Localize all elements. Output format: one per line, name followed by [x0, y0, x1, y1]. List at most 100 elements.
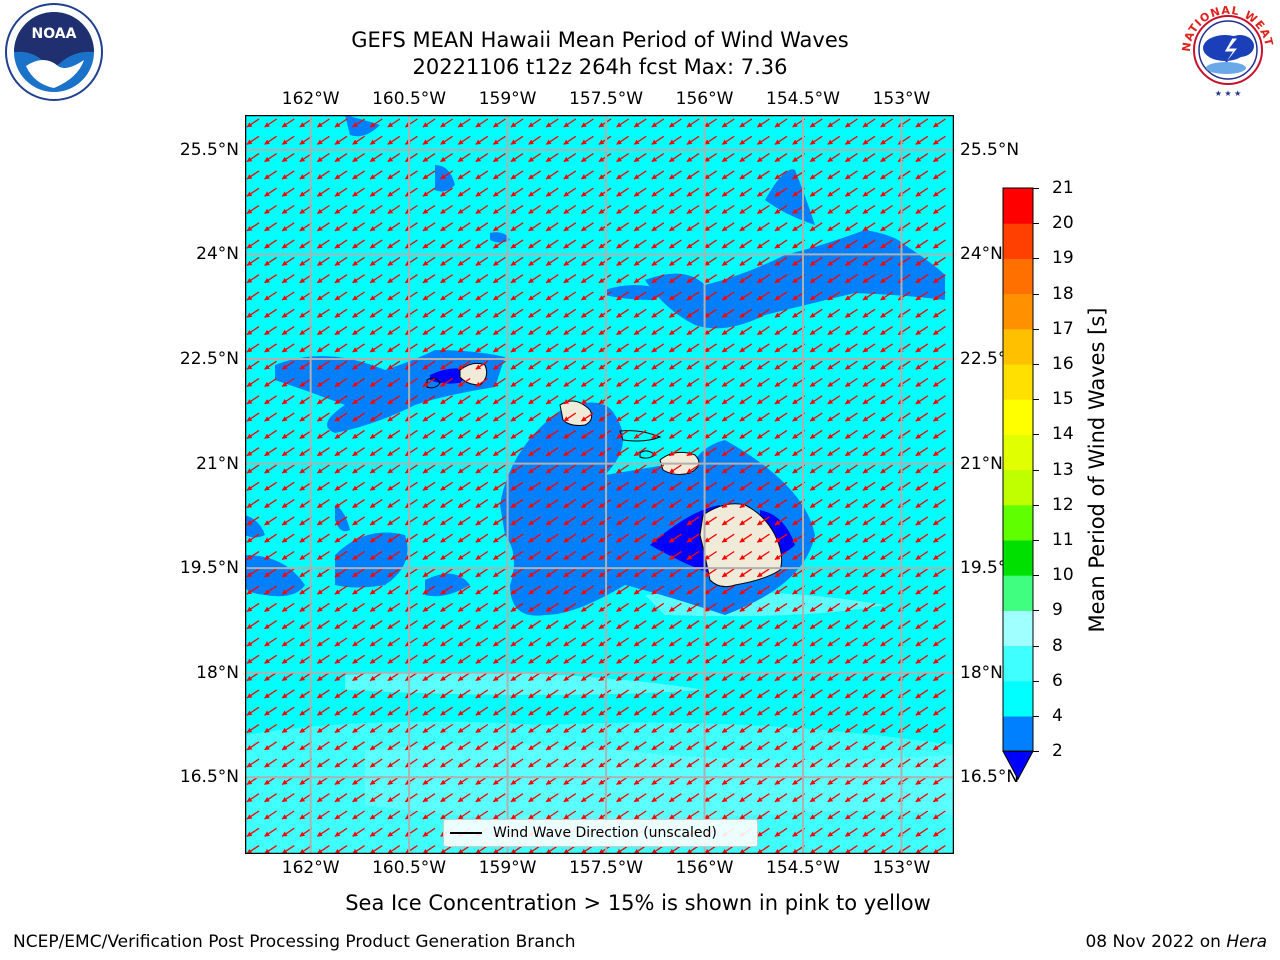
- wind-arrow: [774, 222, 788, 232]
- wind-arrow: [580, 343, 594, 353]
- wind-arrow: [369, 291, 383, 301]
- wind-arrow: [721, 377, 735, 388]
- wind-arrow: [475, 187, 489, 197]
- wind-arrow: [774, 274, 788, 284]
- wind-arrow: [809, 204, 823, 215]
- wind-arrow: [633, 308, 647, 318]
- wind-arrow: [598, 412, 612, 422]
- wind-arrow: [616, 153, 629, 163]
- wind-arrow: [510, 360, 524, 370]
- wind-arrow: [281, 153, 295, 163]
- wind-arrow: [422, 360, 436, 370]
- colorbar-tick-label: 18: [1052, 283, 1074, 304]
- wind-arrow: [387, 291, 401, 301]
- wind-arrow: [633, 377, 647, 388]
- wind-arrow: [404, 343, 418, 353]
- wind-arrow: [440, 118, 453, 128]
- wind-arrow: [334, 326, 348, 336]
- wind-arrow: [404, 412, 418, 422]
- wind-arrow: [932, 222, 946, 232]
- wind-arrow: [862, 291, 876, 301]
- wind-arrow: [545, 118, 559, 128]
- wind-arrow: [616, 377, 629, 388]
- wind-arrow: [457, 222, 471, 232]
- wind-arrow: [334, 118, 348, 128]
- wind-arrow: [440, 187, 453, 197]
- wind-arrow: [616, 343, 629, 353]
- wind-arrow: [316, 187, 330, 197]
- wind-arrow: [422, 326, 436, 336]
- wind-arrow: [545, 395, 559, 405]
- wind-arrow: [915, 239, 929, 249]
- wind-arrow: [809, 429, 823, 439]
- wind-arrow: [598, 343, 612, 353]
- wind-arrow: [387, 343, 401, 353]
- wind-arrow: [774, 343, 788, 353]
- wind-arrow: [510, 118, 524, 128]
- wind-arrow: [880, 135, 893, 145]
- wind-arrow: [440, 326, 453, 336]
- wind-arrow: [739, 256, 753, 266]
- wind-arrow: [598, 377, 612, 388]
- colorbar-tick-mark: [1033, 223, 1039, 225]
- lon-tick-bottom: 162°W: [281, 858, 340, 878]
- wind-arrow: [545, 187, 559, 197]
- wind-arrow: [510, 204, 524, 215]
- wind-arrow: [915, 274, 929, 284]
- wind-arrow: [704, 135, 717, 145]
- wind-arrow: [915, 429, 929, 439]
- wind-arrow: [281, 239, 295, 249]
- wind-arrow: [404, 291, 418, 301]
- wind-arrow: [580, 308, 594, 318]
- wind-arrow: [668, 308, 682, 318]
- colorbar-tick-mark: [1033, 188, 1039, 189]
- wind-arrow: [422, 135, 436, 145]
- wind-arrow: [316, 118, 330, 128]
- wind-arrow: [580, 187, 594, 197]
- colorbar-segment: [1003, 399, 1033, 435]
- wind-arrow: [369, 256, 383, 266]
- wind-arrow: [897, 326, 911, 336]
- wind-arrow: [598, 256, 612, 266]
- wind-arrow: [721, 360, 735, 370]
- wind-arrow: [369, 170, 383, 180]
- colorbar-tick-mark: [1033, 364, 1039, 365]
- wind-arrow: [352, 360, 365, 370]
- wind-arrow: [598, 274, 612, 284]
- wind-arrow: [774, 187, 788, 197]
- lat-tick-left: 22.5°N: [179, 349, 239, 369]
- wind-arrow: [334, 395, 348, 405]
- wind-arrow: [563, 118, 577, 128]
- wind-arrow: [739, 135, 753, 145]
- wind-arrow: [704, 256, 717, 266]
- wind-arrow: [580, 412, 594, 422]
- wind-arrow: [616, 395, 629, 405]
- wind-arrow: [563, 274, 577, 284]
- wind-arrow: [616, 326, 629, 336]
- colorbar-tick-mark: [1033, 575, 1039, 577]
- wind-arrow: [739, 412, 753, 422]
- wind-arrow: [510, 153, 524, 163]
- wind-arrow: [932, 187, 946, 197]
- wind-arrow: [545, 170, 559, 180]
- wind-arrow: [668, 204, 682, 215]
- wind-arrow: [862, 274, 876, 284]
- wind-arrow: [704, 308, 717, 318]
- wind-arrow: [475, 170, 489, 180]
- wind-arrow: [915, 395, 929, 405]
- wind-arrow: [528, 187, 541, 197]
- wind-arrow: [457, 170, 471, 180]
- wind-arrow: [756, 291, 770, 301]
- wind-arrow: [528, 239, 541, 249]
- wind-arrow: [651, 377, 665, 388]
- wind-arrow: [932, 118, 946, 128]
- wind-arrow: [422, 187, 436, 197]
- wind-arrow: [440, 395, 453, 405]
- wind-arrow: [932, 204, 946, 215]
- wind-arrow: [563, 222, 577, 232]
- wind-arrow: [264, 360, 277, 370]
- wind-arrow: [721, 187, 735, 197]
- wind-arrow: [422, 377, 436, 388]
- wind-arrow: [932, 412, 946, 422]
- wind-arrow: [334, 239, 348, 249]
